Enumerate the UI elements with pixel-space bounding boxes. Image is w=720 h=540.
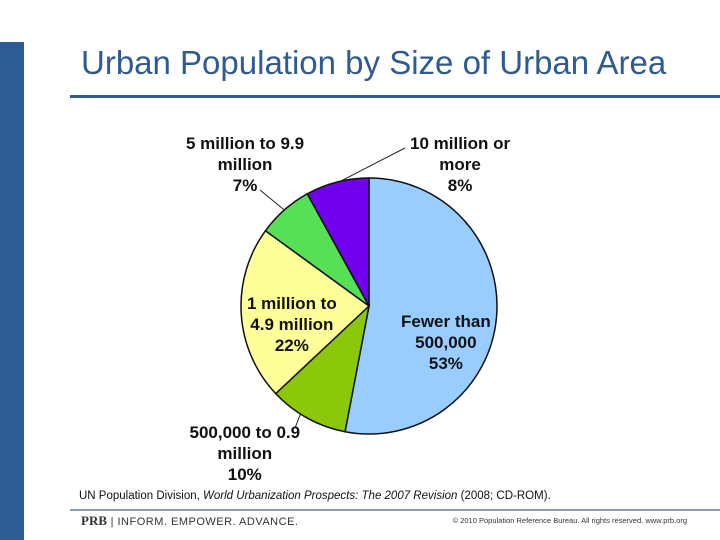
pie-slice-2 xyxy=(274,303,371,433)
pie-slice-5 xyxy=(306,177,370,307)
slice-label-line: 500,000 xyxy=(415,333,477,352)
slice-label-3: 1 million to 4.9 million 22% xyxy=(247,293,337,356)
source-prefix: UN Population Division, xyxy=(79,490,204,502)
footer-rule xyxy=(70,509,720,511)
slice-label-line: 4.9 million xyxy=(250,315,334,334)
brand-logo: PRB | INFORM. EMPOWER. ADVANCE. xyxy=(81,513,298,529)
brand-tagline: INFORM. EMPOWER. ADVANCE. xyxy=(117,516,299,528)
source-title: World Urbanization Prospects: The 2007 R… xyxy=(203,490,458,502)
slice-label-4: 5 million to 9.9 million 7% xyxy=(186,133,304,196)
slice-label-line: Fewer than xyxy=(401,312,491,331)
slice-label-line: 1 million to xyxy=(247,294,337,313)
copyright-notice: © 2010 Population Reference Bureau. All … xyxy=(452,516,687,525)
slice-label-1: Fewer than 500,000 53% xyxy=(401,311,491,374)
source-suffix: (2008; CD-ROM). xyxy=(457,490,551,502)
slice-label-line: 500,000 to 0.9 xyxy=(189,423,301,442)
leader-line-5 xyxy=(340,147,406,182)
slice-label-line: 10 million or xyxy=(410,134,511,153)
pie-slice-3 xyxy=(240,229,371,395)
slide-title: Urban Population by Size of Urban Area xyxy=(81,44,667,81)
leader-line-2 xyxy=(294,413,301,429)
leader-lines xyxy=(259,147,406,429)
brand-abbr: PRB xyxy=(81,513,107,528)
brand-separator: | xyxy=(110,516,114,528)
slice-label-line: million xyxy=(217,444,273,463)
slice-label-line: 8% xyxy=(447,176,473,195)
slice-label-line: more xyxy=(439,155,481,174)
slice-label-line: million xyxy=(217,155,273,174)
slice-label-line: 5 million to 9.9 xyxy=(186,134,305,153)
source-note: UN Population Division, World Urbanizati… xyxy=(79,490,551,502)
pie-slices xyxy=(240,177,498,435)
pie-slice-1 xyxy=(344,177,498,435)
slice-label-line: 53% xyxy=(428,354,463,373)
slice-label-line: 7% xyxy=(232,176,258,195)
slice-label-line: 10% xyxy=(227,465,262,484)
slice-label-5: 10 million or more 8% xyxy=(410,133,510,196)
leader-line-4 xyxy=(259,189,285,211)
slice-label-2: 500,000 to 0.9 million 10% xyxy=(190,422,301,485)
slice-label-line: 22% xyxy=(274,336,309,355)
title-underline xyxy=(70,95,720,98)
side-accent-bar xyxy=(0,42,24,540)
